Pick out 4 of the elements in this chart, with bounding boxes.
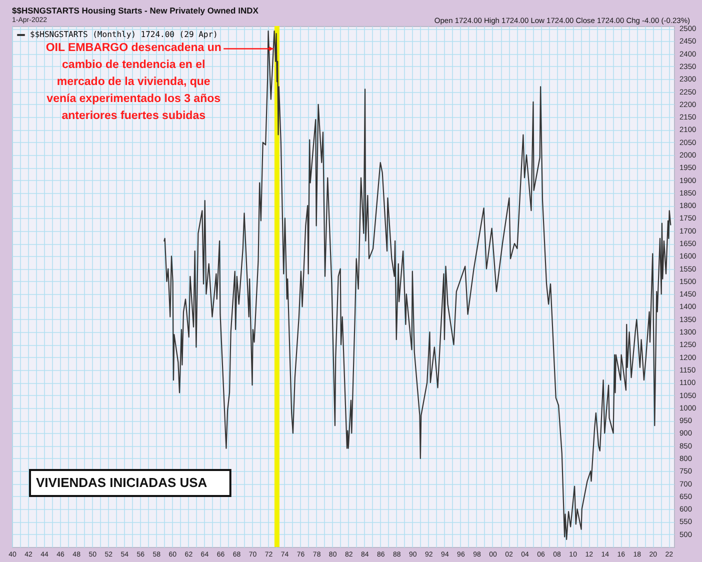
annotation: VIVIENDAS INICIADAS USA	[36, 475, 208, 490]
chart-title: $$HSNGSTARTS Housing Starts - New Privately Owned INDX	[12, 6, 259, 16]
legend-label: $$HSNGSTARTS (Monthly) 1724.00 (29 Apr)	[30, 30, 218, 39]
annotation: OIL EMBARGO desencadena un cambio de tendencia en el mercado de la vivienda, que venía experimentado los 3 años anteriores fuertes subidas	[46, 42, 222, 122]
